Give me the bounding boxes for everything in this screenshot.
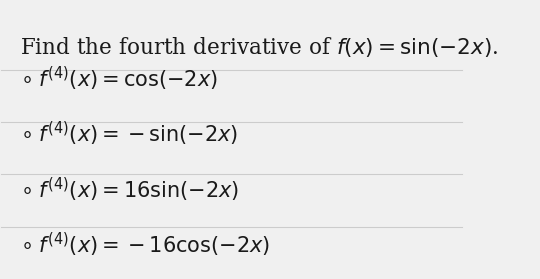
Text: Find the fourth derivative of $f(x) = \sin(-2x)$.: Find the fourth derivative of $f(x) = \s…: [20, 35, 498, 59]
Text: $\circ\; f^{(4)}(x) = -16\cos(-2x)$: $\circ\; f^{(4)}(x) = -16\cos(-2x)$: [20, 231, 270, 259]
Text: $\circ\; f^{(4)}(x) = 16\sin(-2x)$: $\circ\; f^{(4)}(x) = 16\sin(-2x)$: [20, 175, 239, 204]
Text: $\circ\; f^{(4)}(x) = \cos(-2x)$: $\circ\; f^{(4)}(x) = \cos(-2x)$: [20, 65, 218, 93]
Text: $\circ\; f^{(4)}(x) = -\sin(-2x)$: $\circ\; f^{(4)}(x) = -\sin(-2x)$: [20, 120, 238, 148]
